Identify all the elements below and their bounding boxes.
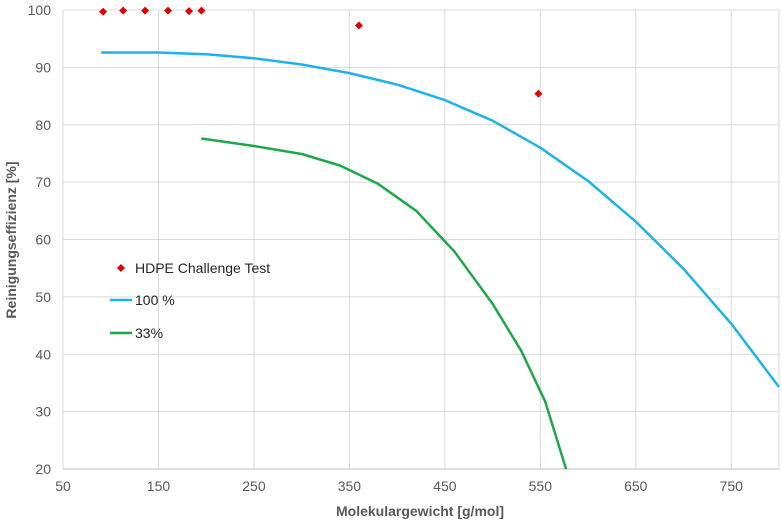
- data-point: [99, 7, 108, 16]
- x-tick-label: 550: [529, 478, 553, 494]
- y-tick-label: 60: [35, 232, 51, 248]
- legend-label: HDPE Challenge Test: [135, 260, 270, 276]
- data-point: [119, 6, 128, 15]
- data-point: [197, 6, 206, 15]
- x-tick-label: 250: [242, 478, 266, 494]
- y-tick-label: 80: [35, 117, 51, 133]
- data-point: [185, 7, 194, 16]
- x-tick-label: 450: [433, 478, 457, 494]
- x-tick-label: 650: [624, 478, 648, 494]
- x-tick-label: 350: [338, 478, 362, 494]
- x-tick-label: 750: [720, 478, 744, 494]
- grid-lines: [62, 9, 780, 469]
- x-axis-title: Molekulargewicht [g/mol]: [336, 503, 504, 519]
- y-tick-label: 90: [35, 59, 51, 75]
- x-tick-label: 50: [55, 478, 71, 494]
- y-tick-label: 70: [35, 174, 51, 190]
- data-point: [354, 21, 363, 30]
- data-point: [141, 6, 150, 15]
- x-axis: 50 150 250 350 450 550 650 750: [55, 478, 743, 494]
- y-axis: 20 30 40 50 60 70 80 90 100: [28, 2, 52, 477]
- legend-swatch: [117, 264, 125, 272]
- legend: HDPE Challenge Test 100 % 33%: [110, 260, 270, 341]
- series-line: [201, 137, 568, 470]
- y-tick-label: 30: [35, 404, 51, 420]
- y-tick-label: 40: [35, 346, 51, 362]
- y-tick-label: 20: [35, 461, 51, 477]
- y-tick-label: 50: [35, 289, 51, 305]
- legend-label: 33%: [135, 325, 163, 341]
- data-point: [164, 6, 173, 15]
- series-line: [101, 51, 780, 388]
- x-tick-label: 150: [147, 478, 171, 494]
- y-axis-title: Reinigungseffizienz [%]: [3, 161, 19, 318]
- y-tick-label: 100: [28, 2, 52, 18]
- legend-label: 100 %: [135, 292, 175, 308]
- data-point: [534, 89, 543, 98]
- series-layer: [99, 6, 780, 470]
